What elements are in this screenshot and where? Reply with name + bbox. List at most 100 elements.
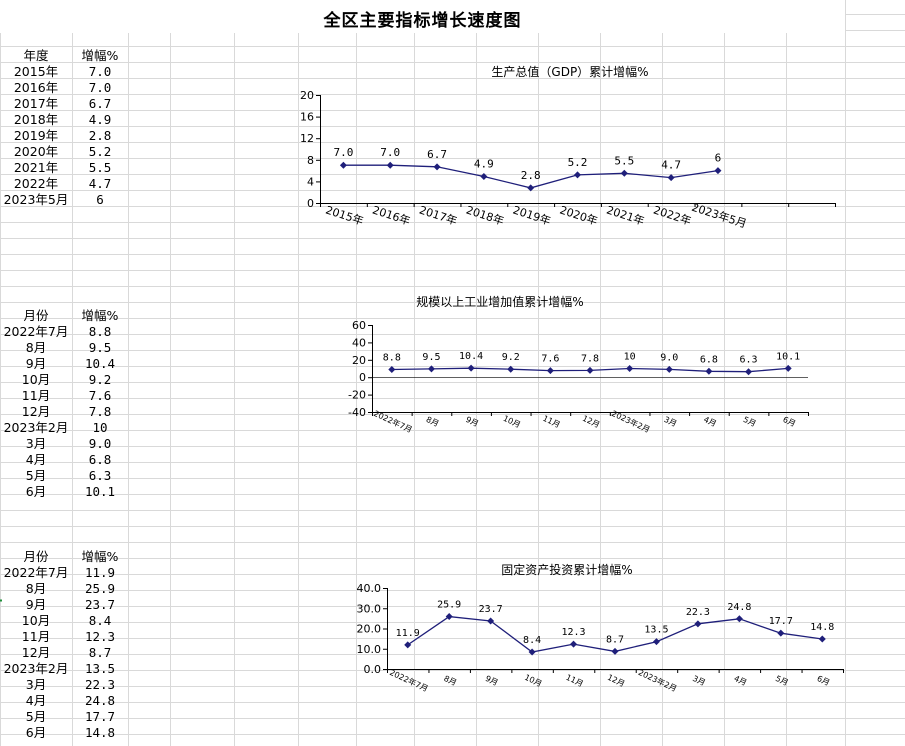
row-value[interactable]: 9.0 (88, 436, 112, 451)
y-tick-label: 60 (352, 319, 366, 332)
data-label: 24.8 (727, 602, 751, 613)
row-label[interactable]: 6月 (25, 725, 47, 740)
row-value[interactable]: 6.3 (88, 468, 112, 483)
row-label[interactable]: 5月 (25, 468, 47, 483)
chart-title: 固定资产投资累计增幅% (501, 562, 632, 577)
row-value[interactable]: 10 (92, 420, 108, 435)
row-value[interactable]: 6.8 (88, 452, 112, 467)
gdp-growth-chart[interactable]: 生产总值（GDP）累计增幅% 0 4 8 12 16 20 7.0 2015年 7.0 2016年 6… (280, 60, 845, 245)
row-value[interactable]: 8.4 (88, 613, 112, 628)
row-label[interactable]: 3月 (25, 677, 47, 692)
row-label[interactable]: 12月 (21, 645, 51, 660)
row-value[interactable]: 25.9 (84, 581, 116, 596)
row-value[interactable]: 24.8 (84, 693, 116, 708)
row-value[interactable]: 12.3 (84, 629, 116, 644)
data-label: 13.5 (644, 625, 668, 636)
row-value[interactable]: 7.0 (88, 80, 112, 95)
row-label[interactable]: 9月 (25, 356, 47, 371)
row-label[interactable]: 10月 (21, 372, 51, 387)
row-label[interactable]: 2022年7月 (3, 324, 69, 339)
x-tick-label: 10月 (502, 414, 522, 430)
data-label: 10 (624, 352, 636, 363)
row-label[interactable]: 2018年 (13, 112, 59, 127)
row-value[interactable]: 4.9 (88, 112, 112, 127)
x-tick-label: 6月 (781, 415, 797, 429)
row-label[interactable]: 4月 (25, 693, 47, 708)
data-label: 6 (715, 152, 722, 165)
row-value[interactable]: 4.7 (88, 176, 112, 191)
data-point (667, 174, 675, 182)
row-value[interactable]: 8.7 (88, 645, 112, 660)
row-value[interactable]: 14.8 (84, 725, 116, 740)
row-label[interactable]: 2016年 (13, 80, 59, 95)
header-growth[interactable]: 增幅% (81, 308, 119, 323)
row-value[interactable]: 10.1 (84, 484, 116, 499)
y-tick-label: 30.0 (357, 602, 382, 615)
data-point (546, 367, 554, 375)
row-label[interactable]: 12月 (21, 404, 51, 419)
row-label[interactable]: 8月 (25, 340, 47, 355)
row-value[interactable]: 17.7 (84, 709, 116, 724)
x-tick-label: 2023年2月 (637, 667, 679, 694)
row-label[interactable]: 11月 (21, 388, 51, 403)
data-point (388, 366, 396, 374)
data-label: 7.8 (581, 353, 599, 364)
row-label[interactable]: 2019年 (13, 128, 59, 143)
row-label[interactable]: 9月 (25, 597, 47, 612)
row-label[interactable]: 2017年 (13, 96, 59, 111)
row-label[interactable]: 2022年 (13, 176, 59, 191)
row-label[interactable]: 2022年7月 (3, 565, 69, 580)
row-value[interactable]: 6 (96, 192, 104, 207)
row-value[interactable]: 7.8 (88, 404, 112, 419)
row-label[interactable]: 10月 (21, 613, 51, 628)
row-label[interactable]: 2021年 (13, 160, 59, 175)
row-label[interactable]: 2023年2月 (3, 661, 69, 676)
row-value[interactable]: 8.8 (88, 324, 112, 339)
data-point (714, 167, 722, 175)
row-label[interactable]: 2023年5月 (3, 192, 69, 207)
data-point (445, 613, 453, 621)
data-point (745, 368, 753, 376)
data-label: 17.7 (769, 616, 793, 627)
row-value[interactable]: 13.5 (84, 661, 116, 676)
row-value[interactable]: 5.5 (88, 160, 112, 175)
row-value[interactable]: 6.7 (88, 96, 112, 111)
row-value[interactable]: 10.4 (84, 356, 116, 371)
x-tick-label: 2021年 (605, 203, 646, 228)
x-tick-label: 6月 (815, 674, 831, 688)
data-point (705, 367, 713, 375)
header-growth[interactable]: 增幅% (81, 48, 119, 63)
header-month[interactable]: 月份 (23, 308, 49, 323)
row-value[interactable]: 11.9 (84, 565, 116, 580)
header-growth[interactable]: 增幅% (81, 549, 119, 564)
row-label[interactable]: 2023年2月 (3, 420, 69, 435)
row-label[interactable]: 2015年 (13, 64, 59, 79)
industry-growth-chart[interactable]: 规模以上工业增加值累计增幅% -40 -20 0 20 40 60 8.8 2022年7月 9.5… (330, 290, 810, 440)
row-value[interactable]: 5.2 (88, 144, 112, 159)
x-tick-label: 2019年 (511, 203, 552, 228)
row-value[interactable]: 22.3 (84, 677, 116, 692)
row-value[interactable]: 7.0 (88, 64, 112, 79)
header-year[interactable]: 年度 (23, 48, 49, 63)
row-label[interactable]: 4月 (25, 452, 47, 467)
data-label: 8.4 (523, 635, 541, 646)
row-value[interactable]: 2.8 (88, 128, 112, 143)
row-value[interactable]: 7.6 (88, 388, 112, 403)
row-label[interactable]: 5月 (25, 709, 47, 724)
row-label[interactable]: 11月 (21, 629, 51, 644)
row-value[interactable]: 9.2 (88, 372, 112, 387)
row-value[interactable]: 9.5 (88, 340, 112, 355)
data-point (467, 364, 475, 372)
row-label[interactable]: 8月 (25, 581, 47, 596)
data-label: 7.0 (380, 146, 400, 159)
x-tick-label: 2023年2月 (610, 408, 652, 435)
row-label[interactable]: 2020年 (13, 144, 59, 159)
x-tick-label: 3月 (691, 674, 707, 688)
header-month[interactable]: 月份 (23, 549, 49, 564)
row-label[interactable]: 6月 (25, 484, 47, 499)
row-label[interactable]: 3月 (25, 436, 47, 451)
row-value[interactable]: 23.7 (84, 597, 116, 612)
chart-title: 规模以上工业增加值累计增幅% (416, 294, 583, 309)
investment-growth-chart[interactable]: 固定资产投资累计增幅% 0.0 10.0 20.0 30.0 40.0 11.9 2022年7… (355, 558, 845, 733)
